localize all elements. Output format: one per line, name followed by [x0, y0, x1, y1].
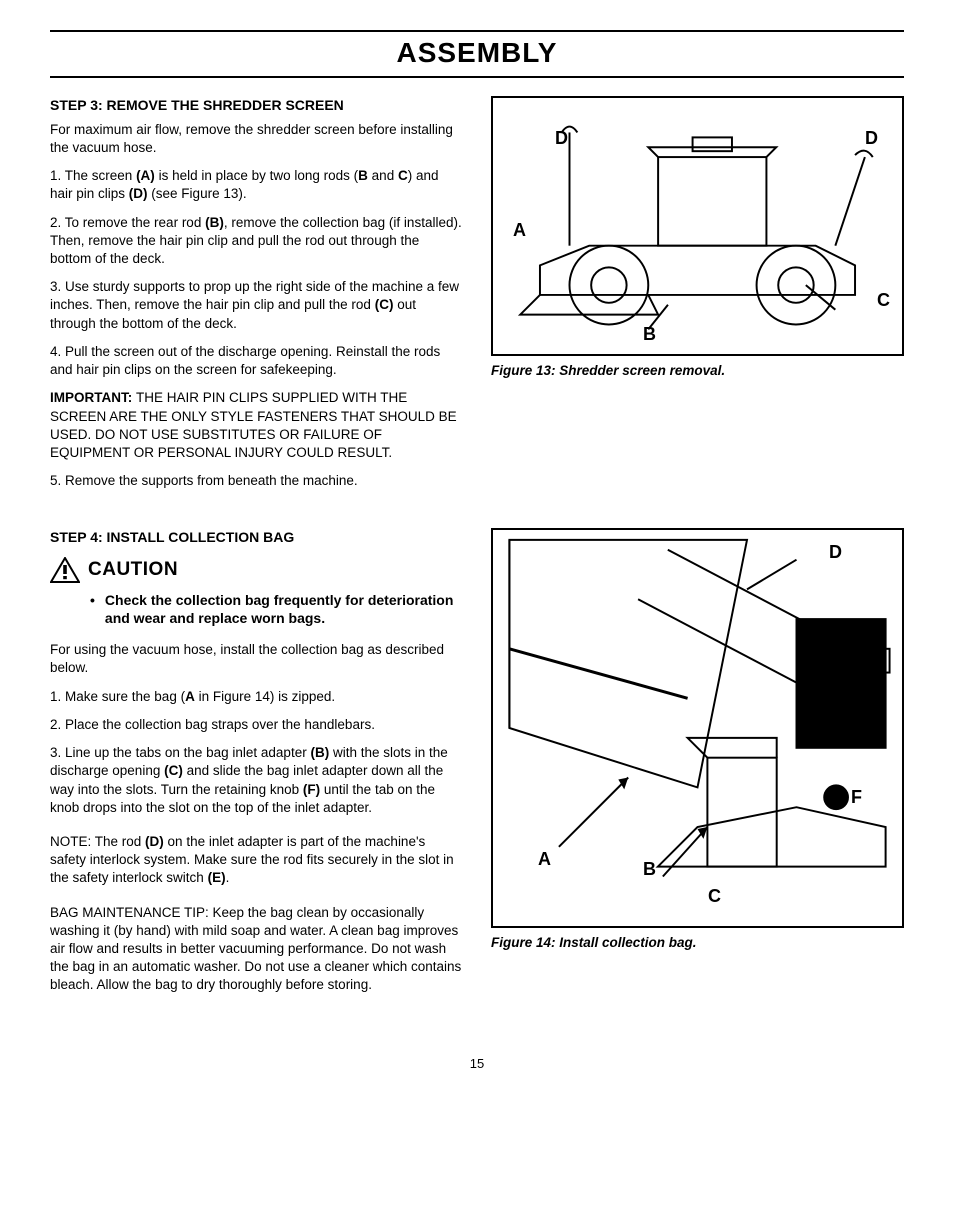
step3-p1-b: is held in place by two long rods ( — [155, 168, 358, 183]
figure14-caption: Figure 14: Install collection bag. — [491, 934, 904, 952]
step3-p2-a: 2. To remove the rear rod — [50, 215, 205, 230]
figure13-column: D D A B C Figure 13: Shredder screen rem… — [491, 96, 904, 501]
label-a: (A) — [136, 168, 155, 183]
fig14-label-a: A — [538, 847, 551, 871]
step3-intro: For maximum air flow, remove the shredde… — [50, 121, 463, 157]
step4-note-c: . — [226, 870, 230, 885]
step4-heading: STEP 4: INSTALL COLLECTION BAG — [50, 528, 463, 547]
fig13-label-a: A — [513, 218, 526, 242]
step3-text-column: STEP 3: REMOVE THE SHREDDER SCREEN For m… — [50, 96, 463, 501]
step3-important: IMPORTANT: THE HAIR PIN CLIPS SUPPLIED W… — [50, 389, 463, 462]
warning-icon — [50, 557, 80, 588]
caution-block: CAUTION • Check the collection bag frequ… — [50, 557, 463, 627]
fig14-label-f: F — [851, 785, 862, 809]
important-label: IMPORTANT: — [50, 390, 136, 405]
figure13-caption: Figure 13: Shredder screen removal. — [491, 362, 904, 380]
step3-p1-e: (see Figure 13). — [148, 186, 247, 201]
s4-label-d: (D) — [145, 834, 164, 849]
label-b: B — [358, 168, 368, 183]
label-b2: (B) — [205, 215, 224, 230]
step3-p2: 2. To remove the rear rod (B), remove th… — [50, 214, 463, 269]
step3-p3: 3. Use sturdy supports to prop up the ri… — [50, 278, 463, 333]
step4-note-a: NOTE: The rod — [50, 834, 145, 849]
step4-p2: 2. Place the collection bag straps over … — [50, 716, 463, 734]
fig13-label-d2: D — [865, 126, 878, 150]
step3-section: STEP 3: REMOVE THE SHREDDER SCREEN For m… — [50, 96, 904, 501]
fig13-label-c: C — [877, 288, 890, 312]
fig14-label-e: E — [872, 640, 884, 664]
s4-label-a: A — [185, 689, 195, 704]
page-title: ASSEMBLY — [50, 30, 904, 78]
step3-p4: 4. Pull the screen out of the discharge … — [50, 343, 463, 379]
caution-bullet-text: Check the collection bag frequently for … — [105, 592, 463, 627]
label-c: C — [398, 168, 408, 183]
step3-p1: 1. The screen (A) is held in place by tw… — [50, 167, 463, 203]
caution-bullet: • Check the collection bag frequently fo… — [90, 592, 463, 627]
page-number: 15 — [50, 1055, 904, 1073]
label-d: (D) — [129, 186, 148, 201]
fig14-label-c: C — [708, 884, 721, 908]
fig14-label-b: B — [643, 857, 656, 881]
step3-heading: STEP 3: REMOVE THE SHREDDER SCREEN — [50, 96, 463, 115]
s4-label-c: (C) — [164, 763, 183, 778]
step4-p1-b: in Figure 14) is zipped. — [195, 689, 335, 704]
step4-section: STEP 4: INSTALL COLLECTION BAG CAUTION •… — [50, 528, 904, 1004]
step3-p5: 5. Remove the supports from beneath the … — [50, 472, 463, 490]
figure13-box: D D A B C — [491, 96, 904, 356]
step4-p3: 3. Line up the tabs on the bag inlet ada… — [50, 744, 463, 817]
step3-p1-a: 1. The screen — [50, 168, 136, 183]
fig13-label-d1: D — [555, 126, 568, 150]
step4-p1: 1. Make sure the bag (A in Figure 14) is… — [50, 688, 463, 706]
step4-intro: For using the vacuum hose, install the c… — [50, 641, 463, 677]
s4-label-f: (F) — [303, 782, 320, 797]
figure14-column: D E F A B C Figure 14: Install collectio… — [491, 528, 904, 1004]
step3-p1-c: and — [368, 168, 398, 183]
s4-label-e: (E) — [208, 870, 226, 885]
bullet-icon: • — [90, 592, 95, 627]
step4-note: NOTE: The rod (D) on the inlet adapter i… — [50, 833, 463, 888]
figure14-box: D E F A B C — [491, 528, 904, 928]
caution-title: CAUTION — [88, 557, 178, 583]
step4-p3-a: 3. Line up the tabs on the bag inlet ada… — [50, 745, 310, 760]
step4-tip: BAG MAINTENANCE TIP: Keep the bag clean … — [50, 904, 463, 995]
step4-text-column: STEP 4: INSTALL COLLECTION BAG CAUTION •… — [50, 528, 463, 1004]
step4-p1-a: 1. Make sure the bag ( — [50, 689, 185, 704]
figure14-svg — [493, 530, 902, 926]
fig14-label-d: D — [829, 540, 842, 564]
s4-label-b: (B) — [310, 745, 329, 760]
label-c2: (C) — [375, 297, 394, 312]
fig13-label-b: B — [643, 322, 656, 346]
